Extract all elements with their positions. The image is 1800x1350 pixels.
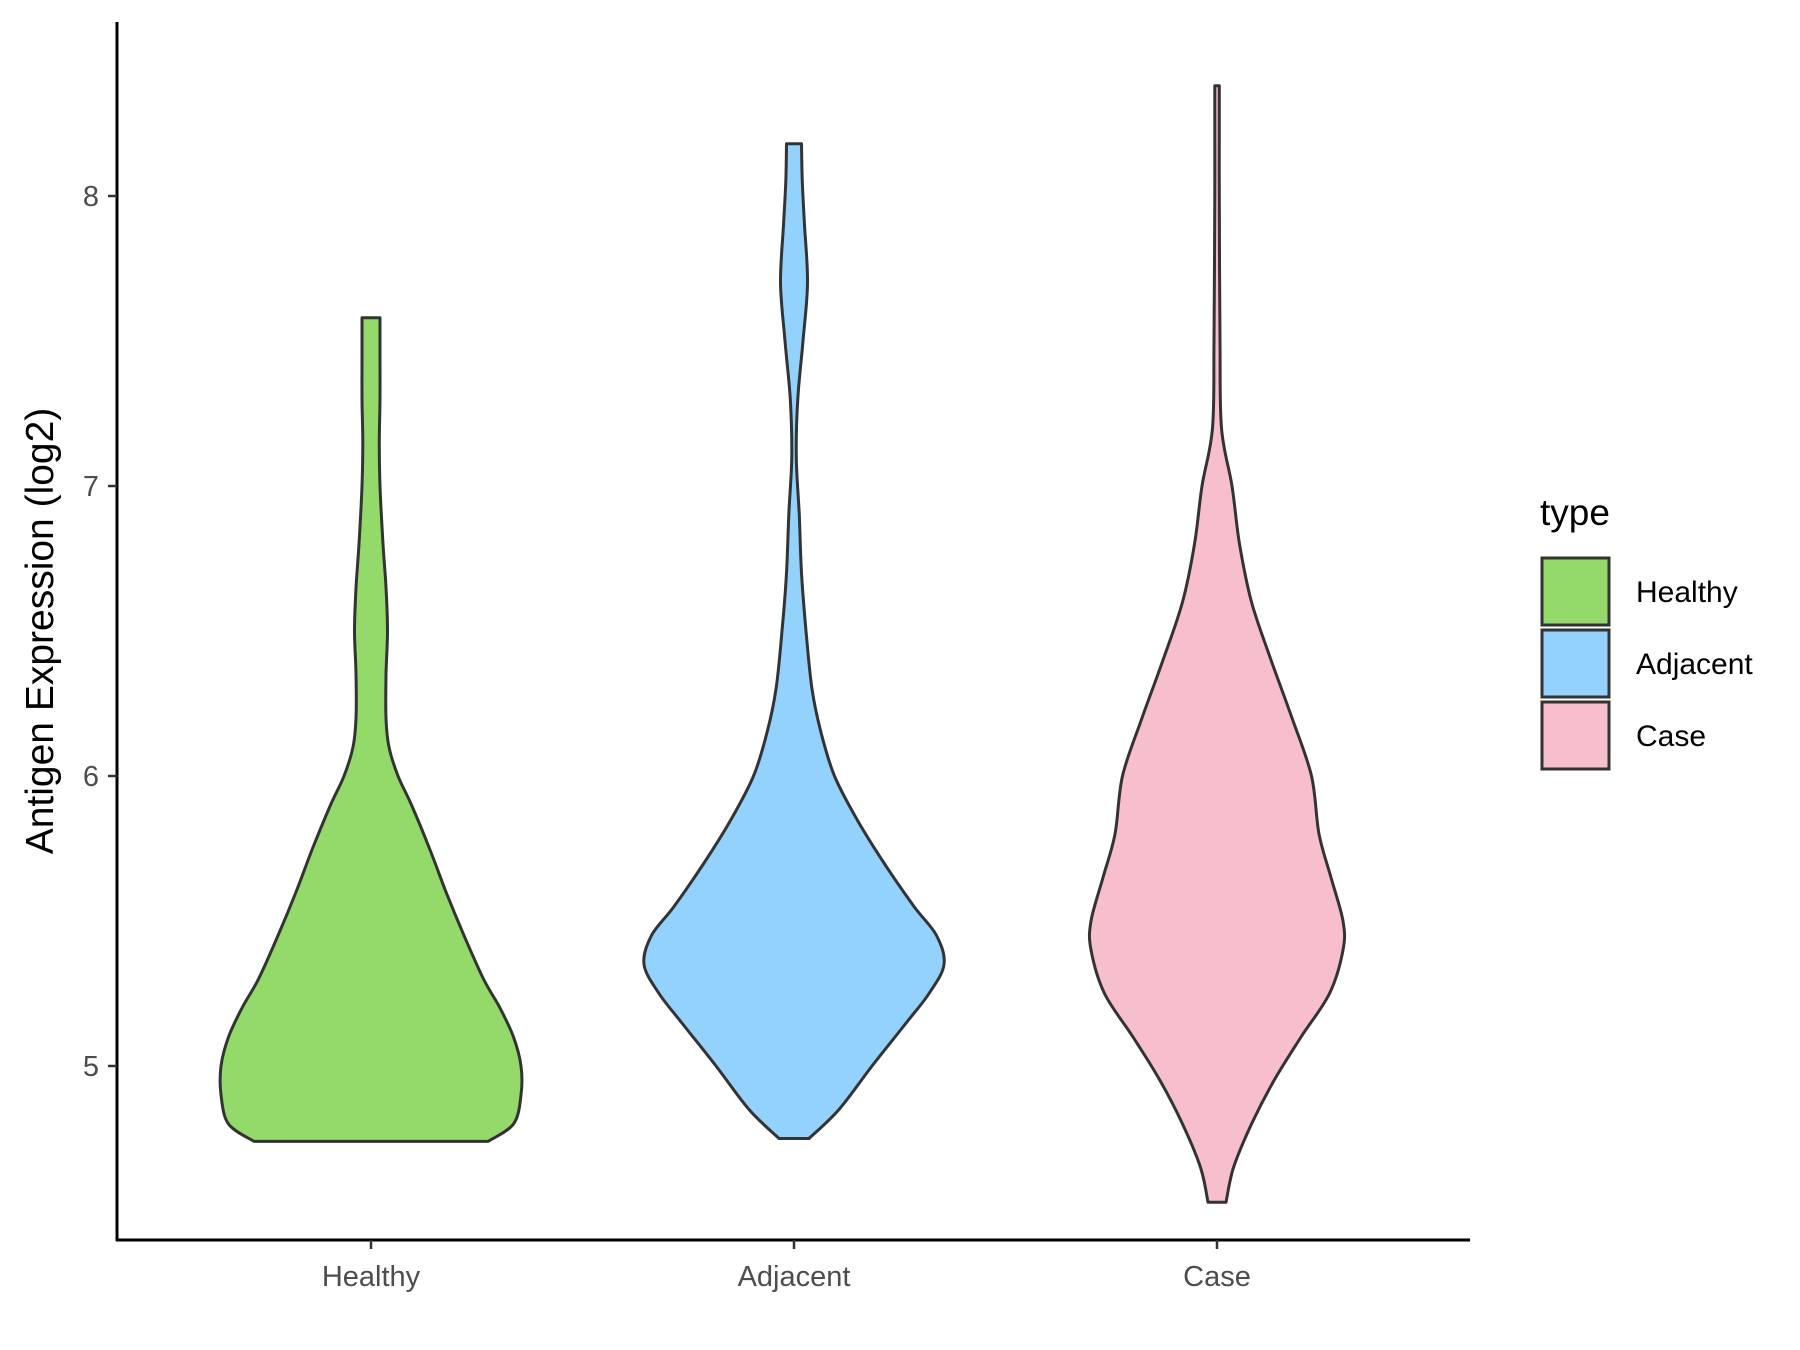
- legend-key-case: [1540, 700, 1611, 771]
- y-tick-label: 7: [83, 471, 99, 503]
- legend-label-adjacent: Adjacent: [1636, 648, 1753, 681]
- legend-key-healthy: [1540, 556, 1611, 627]
- y-tick-label: 8: [83, 181, 99, 213]
- legend-label-healthy: Healthy: [1636, 576, 1738, 609]
- legend-items: Healthy Adjacent Case: [1540, 556, 1753, 771]
- y-axis-title: Antigen Expression (log2): [19, 408, 62, 855]
- violin-adjacent: [642, 142, 946, 1140]
- x-tick-label: Healthy: [322, 1261, 421, 1293]
- x-tick-label: Case: [1183, 1261, 1251, 1293]
- legend-label-case: Case: [1636, 720, 1706, 753]
- y-tick-label: 6: [83, 761, 99, 793]
- violin-case: [1087, 84, 1347, 1204]
- y-tick-label: 5: [83, 1051, 99, 1083]
- y-axis-ticks: 5 6 7 8: [83, 181, 117, 1083]
- violin-layer: [218, 84, 1347, 1204]
- violin-healthy: [218, 316, 524, 1143]
- x-tick-label: Adjacent: [738, 1261, 851, 1293]
- x-axis-ticks: Healthy Adjacent Case: [322, 1240, 1251, 1293]
- legend-title: type: [1540, 492, 1610, 533]
- legend-key-adjacent: [1540, 628, 1611, 699]
- legend: type Healthy Adjacent Case: [1540, 492, 1753, 771]
